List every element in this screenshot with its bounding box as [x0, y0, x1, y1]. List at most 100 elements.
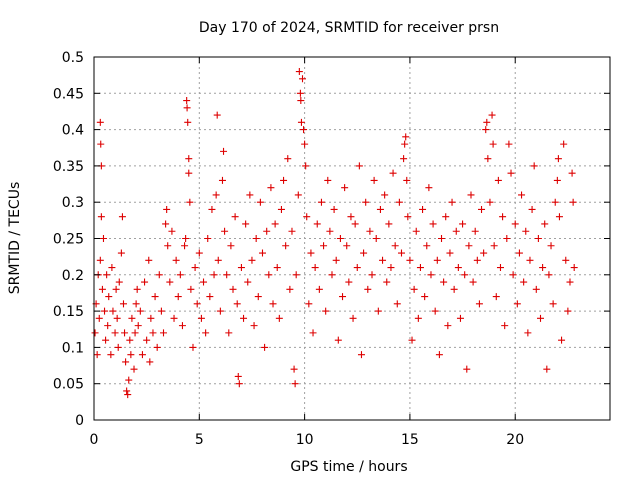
data-point — [307, 249, 315, 257]
y-tick-label: 0.15 — [53, 304, 84, 320]
data-point — [410, 285, 418, 293]
data-point — [549, 300, 557, 308]
data-point — [505, 140, 513, 148]
data-point — [313, 220, 321, 228]
data-point — [393, 300, 401, 308]
data-point — [345, 278, 353, 286]
data-point — [233, 300, 241, 308]
y-axis-title: SRMTID / TECUs — [7, 182, 23, 295]
data-point — [332, 256, 340, 264]
data-point — [178, 322, 186, 330]
data-point — [564, 307, 572, 315]
data-point — [111, 329, 119, 337]
data-point — [280, 176, 288, 184]
data-point — [214, 256, 222, 264]
data-point — [490, 242, 498, 250]
y-tick-label: 0.5 — [62, 50, 84, 66]
data-point — [153, 343, 161, 351]
data-point — [326, 227, 334, 235]
data-point — [471, 227, 479, 235]
data-point — [372, 235, 380, 242]
data-point — [302, 162, 310, 170]
data-point — [221, 227, 229, 235]
data-point — [216, 307, 224, 315]
data-point — [400, 155, 408, 163]
data-point — [339, 293, 347, 301]
data-point — [530, 162, 538, 170]
data-point — [126, 336, 134, 344]
data-point — [370, 176, 378, 184]
x-tick-label: 5 — [195, 432, 204, 448]
data-point — [347, 213, 355, 221]
data-point — [374, 307, 382, 315]
data-point — [539, 264, 547, 272]
data-point — [442, 213, 450, 221]
data-point — [286, 285, 294, 293]
data-point — [383, 278, 391, 286]
data-point — [301, 140, 309, 148]
data-point — [147, 314, 155, 322]
data-point — [404, 213, 412, 221]
data-point — [379, 256, 387, 264]
data-point — [305, 300, 313, 308]
data-point — [261, 343, 269, 351]
data-point — [467, 191, 475, 199]
data-point — [202, 329, 210, 337]
data-point — [246, 191, 254, 199]
data-point — [184, 118, 192, 126]
data-point — [492, 293, 500, 301]
data-point — [138, 351, 146, 359]
x-axis-title: GPS time / hours — [290, 459, 407, 475]
data-point — [488, 111, 496, 119]
data-point — [362, 198, 370, 206]
data-point — [558, 336, 566, 344]
data-point — [254, 293, 262, 301]
data-point — [237, 264, 245, 272]
y-tick-label: 0.25 — [53, 232, 84, 248]
data-point — [364, 285, 372, 293]
data-point — [381, 191, 389, 199]
data-point — [193, 300, 201, 308]
data-point — [107, 351, 115, 359]
data-point — [454, 264, 462, 272]
data-point — [195, 249, 203, 257]
data-point — [197, 314, 205, 322]
data-point — [141, 278, 149, 286]
data-point — [294, 191, 302, 199]
data-point — [296, 89, 304, 97]
data-point — [96, 118, 104, 126]
data-point — [170, 314, 178, 322]
data-point — [267, 184, 275, 192]
data-point — [123, 387, 131, 395]
data-point — [341, 184, 349, 192]
data-point — [444, 322, 452, 330]
data-point — [520, 278, 528, 286]
data-point — [131, 329, 139, 337]
data-point — [284, 155, 292, 163]
data-point — [290, 365, 298, 373]
data-point — [397, 249, 405, 257]
data-point — [157, 307, 165, 315]
data-point — [204, 235, 212, 242]
data-point — [223, 271, 231, 279]
data-point — [554, 155, 562, 163]
data-point — [225, 329, 233, 337]
data-point — [507, 169, 515, 177]
data-point — [109, 307, 117, 315]
x-tick-label: 0 — [90, 432, 99, 448]
data-point — [351, 220, 359, 228]
data-point — [343, 242, 351, 250]
data-point — [295, 68, 303, 76]
data-point — [164, 242, 172, 250]
y-tick-label: 0.1 — [62, 340, 84, 356]
data-point — [91, 329, 99, 337]
data-point — [258, 249, 266, 257]
data-point — [330, 205, 338, 213]
data-point — [440, 278, 448, 286]
data-point — [133, 285, 141, 293]
data-point — [288, 227, 296, 235]
data-point — [309, 329, 317, 337]
data-point — [518, 191, 526, 199]
data-point — [168, 227, 176, 235]
